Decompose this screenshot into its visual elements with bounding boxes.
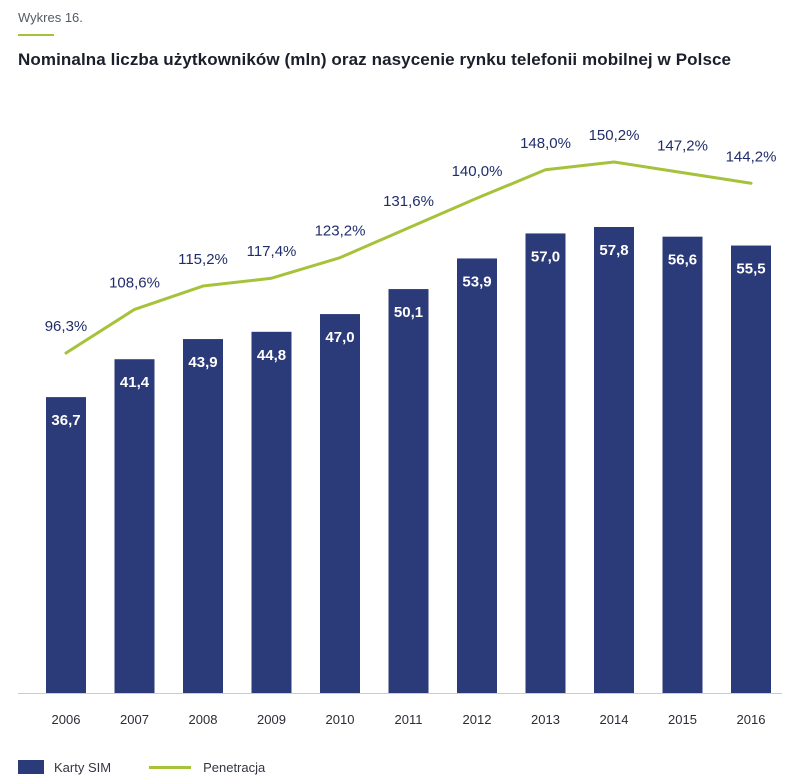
chart-legend: Karty SIM Penetracja xyxy=(18,757,265,777)
x-tick-label-2013: 2013 xyxy=(531,712,560,727)
bar-value-label-2013: 57,0 xyxy=(531,248,560,265)
x-tick-label-2006: 2006 xyxy=(52,712,81,727)
x-tick-label-2012: 2012 xyxy=(463,712,492,727)
figure-label: Wykres 16. xyxy=(18,10,83,25)
bar-value-label-2011: 50,1 xyxy=(394,304,423,321)
bar-value-label-2007: 41,4 xyxy=(120,374,150,391)
combo-chart: 36,7 2006 41,4 2007 43,9 2008 44,8 2009 47,0 2010… xyxy=(18,127,782,727)
bar-value-label-2014: 57,8 xyxy=(599,242,628,259)
legend-swatch-bar xyxy=(18,760,44,774)
bar-2014 xyxy=(594,227,634,693)
penetracja-value-label-2007: 108,6% xyxy=(109,274,160,291)
chart-title: Nominalna liczba użytkowników (mln) oraz… xyxy=(18,50,732,69)
x-tick-label-2008: 2008 xyxy=(189,712,218,727)
bar-2015 xyxy=(662,236,703,693)
legend-item-penetracja: Penetracja xyxy=(149,760,265,775)
x-tick-label-2016: 2016 xyxy=(737,712,766,727)
penetracja-value-label-2008: 115,2% xyxy=(178,251,228,268)
penetracja-value-label-2012: 140,0% xyxy=(452,163,503,180)
bar-2007 xyxy=(114,359,155,693)
bar-value-label-2008: 43,9 xyxy=(188,354,217,371)
bar-value-label-2015: 56,6 xyxy=(668,252,697,269)
penetracja-value-label-2013: 148,0% xyxy=(520,135,571,152)
x-tick-label-2014: 2014 xyxy=(600,712,629,727)
bar-2010 xyxy=(320,314,360,693)
legend-swatch-line xyxy=(149,765,192,769)
penetracja-value-label-2014: 150,2% xyxy=(589,127,640,144)
penetracja-value-label-2011: 131,6% xyxy=(383,193,434,210)
bar-value-label-2016: 55,5 xyxy=(736,261,765,278)
legend-item-karty-sim: Karty SIM xyxy=(18,760,111,775)
penetracja-value-label-2016: 144,2% xyxy=(726,148,777,165)
x-tick-label-2007: 2007 xyxy=(120,712,149,727)
bar-2016 xyxy=(731,245,771,693)
penetracja-value-label-2015: 147,2% xyxy=(657,138,708,155)
title-accent-rule xyxy=(18,34,54,36)
penetracja-value-label-2006: 96,3% xyxy=(45,318,88,335)
legend-label-penetracja: Penetracja xyxy=(203,759,266,775)
legend-label-karty-sim: Karty SIM xyxy=(54,759,112,775)
bar-2013 xyxy=(525,233,566,693)
penetracja-value-label-2010: 123,2% xyxy=(315,223,366,240)
bar-value-label-2006: 36,7 xyxy=(51,412,80,429)
bar-2008 xyxy=(183,339,223,693)
bar-2009 xyxy=(251,331,292,693)
bar-value-label-2010: 47,0 xyxy=(325,329,354,346)
bar-value-label-2009: 44,8 xyxy=(257,347,286,364)
x-tick-label-2009: 2009 xyxy=(257,712,286,727)
x-tick-label-2011: 2011 xyxy=(395,712,423,727)
bar-2011 xyxy=(388,289,429,693)
bar-2006 xyxy=(46,397,86,693)
penetracja-value-label-2009: 117,4% xyxy=(247,243,297,260)
x-tick-label-2015: 2015 xyxy=(668,712,697,727)
x-tick-label-2010: 2010 xyxy=(326,712,355,727)
bar-value-label-2012: 53,9 xyxy=(462,273,491,290)
bar-2012 xyxy=(457,258,497,693)
